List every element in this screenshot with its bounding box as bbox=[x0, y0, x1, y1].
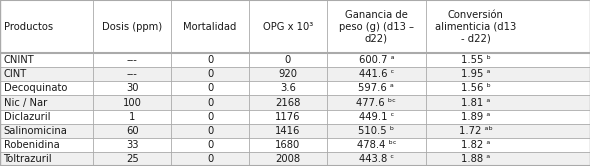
Bar bbox=[0, 0, 590, 53]
Bar bbox=[0, 53, 590, 67]
Text: 0: 0 bbox=[207, 154, 213, 164]
Text: 510.5 ᵇ: 510.5 ᵇ bbox=[358, 126, 395, 136]
Text: 0: 0 bbox=[207, 112, 213, 122]
Bar bbox=[0, 81, 590, 95]
Text: 1.56 ᵇ: 1.56 ᵇ bbox=[461, 83, 490, 93]
Text: 1680: 1680 bbox=[276, 140, 300, 150]
Text: Diclazuril: Diclazuril bbox=[4, 112, 50, 122]
Text: 1.82 ᵃ: 1.82 ᵃ bbox=[461, 140, 490, 150]
Bar bbox=[0, 152, 590, 166]
Text: 443.8 ᶜ: 443.8 ᶜ bbox=[359, 154, 394, 164]
Text: 1176: 1176 bbox=[275, 112, 301, 122]
Text: 1416: 1416 bbox=[275, 126, 301, 136]
Text: 60: 60 bbox=[126, 126, 139, 136]
Bar bbox=[0, 67, 590, 81]
Text: ---: --- bbox=[127, 55, 137, 65]
Text: Conversión
alimenticia (d13
- d22): Conversión alimenticia (d13 - d22) bbox=[435, 10, 516, 43]
Text: 33: 33 bbox=[126, 140, 139, 150]
Text: 0: 0 bbox=[207, 97, 213, 108]
Text: 441.6 ᶜ: 441.6 ᶜ bbox=[359, 69, 394, 79]
Text: CNINT: CNINT bbox=[4, 55, 34, 65]
Text: Toltrazuril: Toltrazuril bbox=[4, 154, 52, 164]
Text: 1.55 ᵇ: 1.55 ᵇ bbox=[461, 55, 490, 65]
Text: Decoquinato: Decoquinato bbox=[4, 83, 67, 93]
Text: 1.88 ᵃ: 1.88 ᵃ bbox=[461, 154, 490, 164]
Text: Robenidina: Robenidina bbox=[4, 140, 59, 150]
Text: 2008: 2008 bbox=[276, 154, 300, 164]
Text: CINT: CINT bbox=[4, 69, 27, 79]
Text: 1.72 ᵃᵇ: 1.72 ᵃᵇ bbox=[458, 126, 493, 136]
Text: 100: 100 bbox=[123, 97, 142, 108]
Text: 1.95 ᵃ: 1.95 ᵃ bbox=[461, 69, 490, 79]
Text: 477.6 ᵇᶜ: 477.6 ᵇᶜ bbox=[356, 97, 396, 108]
Text: 30: 30 bbox=[126, 83, 139, 93]
Bar bbox=[0, 124, 590, 138]
Text: 449.1 ᶜ: 449.1 ᶜ bbox=[359, 112, 394, 122]
Text: 0: 0 bbox=[207, 126, 213, 136]
Text: 3.6: 3.6 bbox=[280, 83, 296, 93]
Text: 920: 920 bbox=[278, 69, 297, 79]
Text: 0: 0 bbox=[285, 55, 291, 65]
Text: Salinomicina: Salinomicina bbox=[4, 126, 67, 136]
Text: 0: 0 bbox=[207, 83, 213, 93]
Text: Ganancia de
peso (g) (d13 –
d22): Ganancia de peso (g) (d13 – d22) bbox=[339, 10, 414, 43]
Text: 2168: 2168 bbox=[275, 97, 301, 108]
Bar bbox=[0, 95, 590, 110]
Text: 0: 0 bbox=[207, 55, 213, 65]
Text: 597.6 ᵃ: 597.6 ᵃ bbox=[359, 83, 394, 93]
Text: Nic / Nar: Nic / Nar bbox=[4, 97, 47, 108]
Text: 0: 0 bbox=[207, 140, 213, 150]
Text: 1: 1 bbox=[129, 112, 135, 122]
Bar bbox=[0, 110, 590, 124]
Text: 0: 0 bbox=[207, 69, 213, 79]
Text: 1.81 ᵃ: 1.81 ᵃ bbox=[461, 97, 490, 108]
Text: 600.7 ᵃ: 600.7 ᵃ bbox=[359, 55, 394, 65]
Text: Productos: Productos bbox=[4, 22, 53, 32]
Text: OPG x 10³: OPG x 10³ bbox=[263, 22, 313, 32]
Text: 1.89 ᵃ: 1.89 ᵃ bbox=[461, 112, 490, 122]
Text: 478.4 ᵇᶜ: 478.4 ᵇᶜ bbox=[356, 140, 396, 150]
Bar bbox=[0, 138, 590, 152]
Text: Mortalidad: Mortalidad bbox=[183, 22, 237, 32]
Text: Dosis (ppm): Dosis (ppm) bbox=[102, 22, 162, 32]
Text: ---: --- bbox=[127, 69, 137, 79]
Text: 25: 25 bbox=[126, 154, 139, 164]
